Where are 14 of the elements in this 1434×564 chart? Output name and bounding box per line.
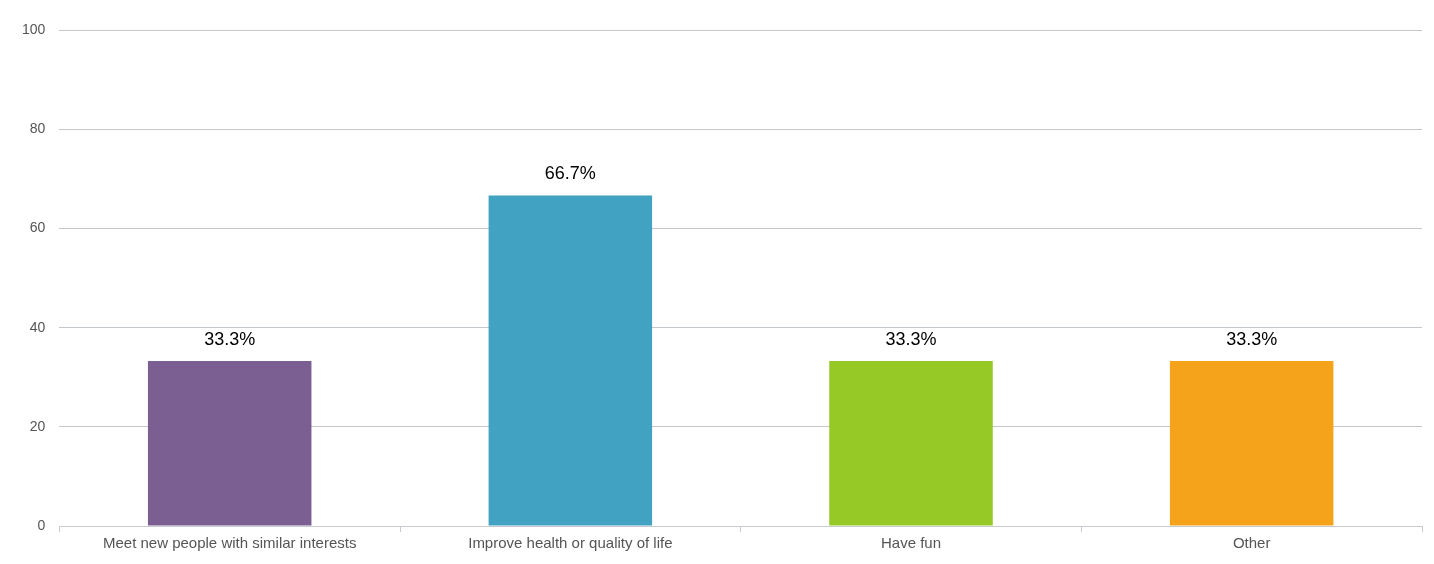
data-label: 33.3% xyxy=(885,328,937,349)
y-tick-label: 20 xyxy=(29,417,46,434)
x-tick-label: Improve health or quality of life xyxy=(468,534,673,552)
y-tick-label: 60 xyxy=(29,219,46,236)
y-tick-label: 100 xyxy=(22,21,46,38)
data-label: 66.7% xyxy=(544,163,596,184)
data-label: 33.3% xyxy=(204,328,256,349)
y-tick-label: 40 xyxy=(29,318,46,335)
y-tick-label: 80 xyxy=(29,120,46,137)
x-tick-label: Other xyxy=(1232,534,1271,552)
x-tick-label: Meet new people with similar interests xyxy=(102,534,357,552)
y-tick-label: 0 xyxy=(37,516,46,533)
data-label: 33.3% xyxy=(1226,328,1278,349)
x-tick-label: Have fun xyxy=(880,534,942,552)
